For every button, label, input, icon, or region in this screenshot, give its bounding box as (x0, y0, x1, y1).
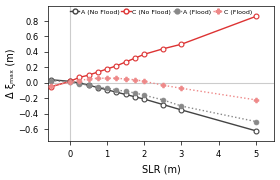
X-axis label: SLR (m): SLR (m) (142, 165, 180, 174)
Legend: A (No Flood), C (No Flood), A (Flood), C (Flood): A (No Flood), C (No Flood), A (Flood), C… (69, 9, 253, 15)
Y-axis label: Δ ξₘₐₓ (m): Δ ξₘₐₓ (m) (6, 48, 16, 98)
